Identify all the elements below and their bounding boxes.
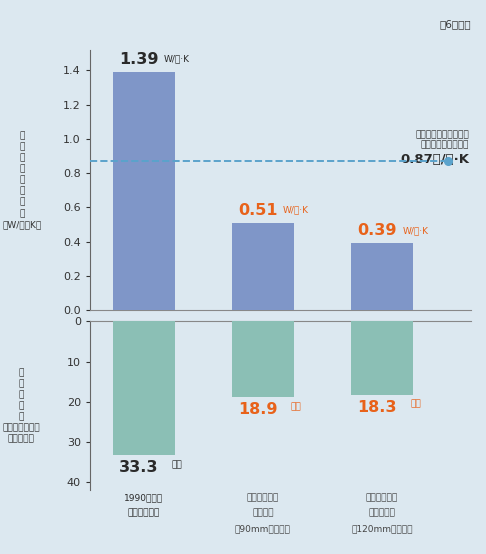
Text: 高断熱仕様: 高断熱仕様 bbox=[368, 509, 396, 517]
Text: （120mmパネル）: （120mmパネル） bbox=[351, 524, 413, 533]
Text: W/㎡·K: W/㎡·K bbox=[402, 226, 428, 235]
Text: 1990年頃の: 1990年頃の bbox=[124, 493, 163, 502]
Text: W/㎡·K: W/㎡·K bbox=[283, 206, 309, 214]
Text: 0.39: 0.39 bbox=[358, 223, 397, 238]
Text: ミサワホーム: ミサワホーム bbox=[247, 493, 279, 502]
Text: 万円: 万円 bbox=[410, 400, 421, 409]
Bar bbox=[232, 223, 294, 310]
Text: 万円: 万円 bbox=[291, 402, 301, 411]
Bar bbox=[113, 321, 174, 455]
Bar bbox=[351, 321, 413, 395]
Text: 0.87ヷ/㎡·K: 0.87ヷ/㎡·K bbox=[400, 153, 469, 167]
Text: 万円: 万円 bbox=[172, 460, 182, 469]
Text: 平成２５年基準相当／: 平成２５年基準相当／ bbox=[415, 130, 469, 139]
Text: W/㎡·K: W/㎡·K bbox=[164, 54, 190, 64]
Text: 18.3: 18.3 bbox=[358, 400, 397, 415]
Text: 1.39: 1.39 bbox=[119, 52, 158, 67]
Text: 木造住宅相当: 木造住宅相当 bbox=[127, 509, 160, 517]
Bar bbox=[232, 321, 294, 397]
Text: 年
間
光
熱
費
（電気・ガス）
（万円／年: 年 間 光 熱 費 （電気・ガス） （万円／年 bbox=[2, 368, 40, 444]
Text: （90mmパネル）: （90mmパネル） bbox=[235, 524, 291, 533]
Text: 33.3: 33.3 bbox=[119, 460, 158, 475]
Text: 標準仕様: 標準仕様 bbox=[252, 509, 274, 517]
Bar bbox=[113, 72, 174, 310]
Text: （6地域）: （6地域） bbox=[440, 19, 471, 29]
Text: 住宅性能評価等級４: 住宅性能評価等級４ bbox=[421, 140, 469, 149]
Text: ミサワホーム: ミサワホーム bbox=[366, 493, 398, 502]
Text: 外
皮
平
均
熱
貫
流
率
（W/㎡・K）: 外 皮 平 均 熱 貫 流 率 （W/㎡・K） bbox=[2, 131, 42, 229]
Text: 0.51: 0.51 bbox=[238, 203, 278, 218]
Text: 18.9: 18.9 bbox=[238, 402, 278, 417]
Bar bbox=[351, 243, 413, 310]
